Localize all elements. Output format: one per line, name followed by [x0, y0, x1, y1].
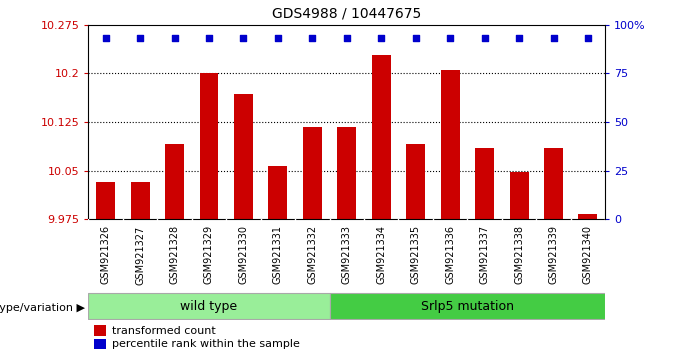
Text: GSM921329: GSM921329	[204, 225, 214, 284]
Text: GSM921337: GSM921337	[479, 225, 490, 284]
Bar	[475, 148, 494, 219]
Bar	[303, 127, 322, 219]
Point	[479, 35, 490, 41]
Text: transformed count: transformed count	[112, 326, 216, 336]
Bar	[544, 148, 563, 219]
Title: GDS4988 / 10447675: GDS4988 / 10447675	[272, 7, 422, 21]
Text: GSM921327: GSM921327	[135, 225, 145, 285]
Bar	[337, 127, 356, 219]
Point	[376, 35, 387, 41]
Point	[135, 35, 146, 41]
Point	[100, 35, 111, 41]
Bar	[441, 70, 460, 219]
Point	[548, 35, 559, 41]
Point	[273, 35, 284, 41]
Text: wild type: wild type	[180, 300, 237, 313]
Bar	[509, 172, 528, 219]
Text: GSM921333: GSM921333	[342, 225, 352, 284]
Point	[169, 35, 180, 41]
Bar	[372, 55, 391, 219]
Point	[583, 35, 594, 41]
Text: GSM921340: GSM921340	[583, 225, 593, 284]
Bar	[165, 143, 184, 219]
Bar	[131, 182, 150, 219]
Text: GSM921332: GSM921332	[307, 225, 318, 284]
Bar	[94, 339, 107, 349]
Bar	[579, 214, 598, 219]
Point	[341, 35, 352, 41]
Text: Srlp5 mutation: Srlp5 mutation	[421, 300, 514, 313]
Point	[445, 35, 456, 41]
Text: GSM921330: GSM921330	[239, 225, 248, 284]
Text: percentile rank within the sample: percentile rank within the sample	[112, 339, 299, 349]
Text: GSM921335: GSM921335	[411, 225, 421, 284]
Point	[203, 35, 214, 41]
Bar	[94, 325, 107, 336]
Text: GSM921331: GSM921331	[273, 225, 283, 284]
Bar	[199, 74, 218, 219]
Point	[513, 35, 524, 41]
Bar	[269, 166, 288, 219]
Bar	[330, 293, 605, 319]
Point	[307, 35, 318, 41]
Bar	[96, 182, 115, 219]
Bar	[88, 293, 330, 319]
Text: GSM921336: GSM921336	[445, 225, 455, 284]
Text: GSM921339: GSM921339	[549, 225, 558, 284]
Bar	[234, 94, 253, 219]
Text: GSM921338: GSM921338	[514, 225, 524, 284]
Point	[238, 35, 249, 41]
Bar	[406, 143, 425, 219]
Text: GSM921326: GSM921326	[101, 225, 111, 284]
Point	[410, 35, 421, 41]
Text: genotype/variation ▶: genotype/variation ▶	[0, 303, 85, 313]
Text: GSM921334: GSM921334	[376, 225, 386, 284]
Text: GSM921328: GSM921328	[169, 225, 180, 284]
